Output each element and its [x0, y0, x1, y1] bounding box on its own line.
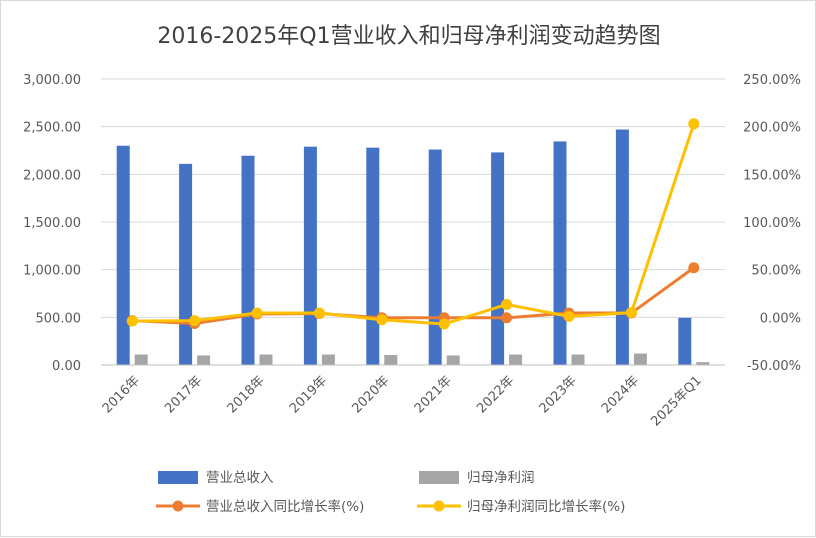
bar-revenue: [428, 149, 442, 365]
gridlines: [101, 78, 725, 366]
data-point-net-profit-growth: [688, 118, 700, 130]
legend-item: 营业总收入: [158, 470, 274, 486]
right-axis-tick-label: 50.00%: [751, 264, 801, 279]
right-axis-tick-label: 0.00%: [760, 311, 801, 326]
chart-title: 2016-2025年Q1营业收入和归母净利润变动趋势图: [157, 24, 660, 49]
bar-revenue: [491, 152, 505, 365]
data-point-net-profit-growth: [376, 314, 388, 326]
right-axis-tick-label: 250.00%: [743, 73, 801, 88]
x-axis-tick-label: 2016年: [100, 373, 143, 416]
bar-net-profit: [509, 354, 523, 365]
legend-label: 归母净利润: [467, 469, 535, 486]
x-axis-tick-label: 2019年: [287, 373, 330, 416]
legend-item: 归母净利润同比增长率(%): [417, 498, 625, 515]
bar-net-profit: [446, 355, 460, 365]
left-axis-tick-label: 2,500.00: [23, 121, 81, 136]
bar-revenue: [303, 146, 317, 365]
bar-revenue: [241, 155, 255, 365]
bar-series-group: [116, 129, 710, 365]
series-line-net-profit-growth: [130, 122, 696, 326]
right-axis-tick-label: 150.00%: [743, 168, 801, 183]
line-series-group: [126, 118, 700, 330]
left-axis: 0.00 500.00 1,000.00 1,500.00 2,000.00 2,500.…: [23, 73, 81, 374]
bar-net-profit: [197, 355, 211, 365]
legend-item: 营业总收入同比增长率(%): [156, 498, 364, 515]
left-axis-tick-label: 0.00: [52, 359, 81, 374]
x-axis-tick-label: 2023年: [537, 373, 580, 416]
bar-revenue: [116, 145, 130, 365]
bar-net-profit: [696, 362, 710, 365]
bar-revenue: [678, 317, 692, 365]
left-axis-tick-label: 3,000.00: [23, 73, 81, 88]
legend-label: 营业总收入同比增长率(%): [206, 498, 364, 515]
x-axis: 2016年 2017年 2018年 2019年 2020年 2021年 2022年 2023年…: [100, 364, 725, 430]
x-axis-tick-label: 2022年: [474, 373, 517, 416]
bar-net-profit: [134, 354, 148, 365]
data-point-net-profit-growth: [189, 315, 201, 327]
legend-swatch: [158, 471, 198, 484]
x-axis-tick-label: 2018年: [225, 373, 268, 416]
legend-marker: [172, 500, 184, 512]
x-axis-tick-label: 2017年: [162, 373, 205, 416]
bar-revenue: [553, 141, 567, 365]
data-point-revenue-growth: [501, 312, 513, 324]
x-axis-tick-label: 2020年: [349, 373, 392, 416]
bar-net-profit: [571, 354, 585, 365]
legend-marker: [433, 500, 445, 512]
left-axis-tick-label: 1,500.00: [23, 216, 81, 231]
left-axis-tick-label: 1,000.00: [23, 264, 81, 279]
bar-net-profit: [384, 354, 398, 365]
data-point-net-profit-growth: [563, 310, 575, 322]
right-axis: -50.00% 0.00% 50.00% 100.00% 150.00% 200.00% 2…: [743, 73, 801, 374]
bar-revenue: [366, 147, 380, 365]
right-axis-tick-label: -50.00%: [747, 359, 801, 374]
data-point-net-profit-growth: [126, 315, 138, 327]
data-point-net-profit-growth: [251, 307, 263, 319]
x-axis-tick-label: 2025年Q1: [648, 373, 704, 429]
data-point-net-profit-growth: [438, 318, 450, 330]
x-axis-tick-label: 2024年: [599, 373, 642, 416]
left-axis-tick-label: 500.00: [36, 311, 82, 326]
bar-net-profit: [633, 353, 647, 365]
legend-label: 营业总收入: [206, 470, 274, 486]
left-axis-tick-label: 2,000.00: [23, 168, 81, 183]
x-axis-tick-label: 2021年: [412, 373, 455, 416]
legend-swatch: [419, 471, 459, 484]
legend-item: 归母净利润: [419, 469, 535, 486]
data-point-net-profit-growth: [501, 298, 513, 310]
legend-label: 归母净利润同比增长率(%): [467, 498, 625, 515]
data-point-net-profit-growth: [313, 307, 325, 319]
right-axis-tick-label: 200.00%: [743, 121, 801, 136]
data-point-net-profit-growth: [625, 307, 637, 319]
bar-revenue: [615, 129, 629, 365]
bar-net-profit: [321, 354, 335, 365]
bar-revenue: [179, 163, 193, 365]
data-point-revenue-growth: [688, 262, 700, 274]
bar-net-profit: [259, 354, 273, 365]
right-axis-tick-label: 100.00%: [743, 216, 801, 231]
